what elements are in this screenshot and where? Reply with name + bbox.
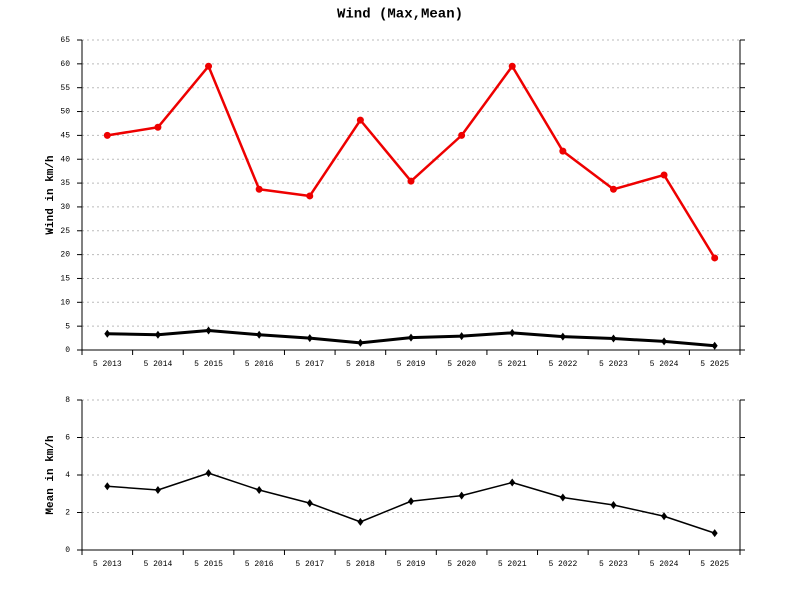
- y-tick-label: 40: [60, 155, 70, 164]
- x-tick-label: 5 2016: [245, 560, 274, 569]
- point: [154, 486, 161, 494]
- x-tick-label: 5 2023: [599, 560, 628, 569]
- x-tick-label: 5 2018: [346, 560, 375, 569]
- x-tick-label: 5 2014: [144, 360, 173, 369]
- x-tick-label: 5 2024: [650, 360, 679, 369]
- y-tick-label: 0: [65, 346, 70, 355]
- y-tick-label: 50: [60, 108, 70, 117]
- y-tick-label: 6: [65, 434, 70, 443]
- x-tick-label: 5 2019: [397, 560, 426, 569]
- y-tick-label: 35: [60, 179, 70, 188]
- x-tick-label: 5 2021: [498, 560, 527, 569]
- point: [610, 501, 617, 509]
- point: [458, 491, 465, 500]
- point: [408, 497, 414, 506]
- x-tick-label: 5 2021: [498, 360, 527, 369]
- point: [609, 185, 617, 193]
- point: [559, 332, 566, 341]
- x-tick-label: 5 2015: [194, 360, 223, 369]
- y-axis-label: Wind in km/h: [45, 155, 57, 234]
- point: [509, 328, 516, 337]
- x-tick-label: 5 2018: [346, 360, 375, 369]
- point: [154, 123, 162, 131]
- y-tick-label: 65: [60, 36, 70, 45]
- y-tick-label: 10: [60, 298, 70, 307]
- y-tick-label: 8: [65, 396, 70, 405]
- x-tick-label: 5 2022: [548, 360, 577, 369]
- point: [711, 529, 718, 538]
- point: [306, 192, 314, 200]
- chart-title: Wind (Max,Mean): [337, 7, 463, 23]
- point: [356, 116, 364, 124]
- y-tick-label: 0: [65, 546, 70, 555]
- x-tick-label: 5 2013: [93, 560, 122, 569]
- y-tick-label: 45: [60, 131, 70, 140]
- y-tick-label: 60: [60, 60, 70, 69]
- y-tick-label: 15: [60, 275, 70, 284]
- y-tick-label: 25: [60, 227, 70, 236]
- y-tick-label: 30: [60, 203, 70, 212]
- point: [408, 333, 414, 342]
- point: [661, 512, 668, 521]
- point: [458, 131, 466, 139]
- x-tick-label: 5 2016: [245, 360, 274, 369]
- y-tick-label: 55: [60, 84, 70, 93]
- point: [205, 326, 212, 335]
- y-tick-label: 2: [65, 509, 70, 518]
- point: [357, 517, 364, 526]
- x-tick-label: 5 2015: [194, 560, 223, 569]
- y-tick-label: 5: [65, 322, 70, 331]
- point: [256, 330, 263, 339]
- x-tick-label: 5 2017: [295, 560, 324, 569]
- point: [104, 482, 111, 491]
- point: [256, 486, 263, 494]
- x-tick-label: 5 2014: [144, 560, 173, 569]
- x-tick-label: 5 2025: [700, 560, 729, 569]
- y-axis-label: Mean in km/h: [45, 435, 57, 514]
- point: [205, 62, 213, 70]
- point: [458, 332, 465, 341]
- point: [407, 177, 415, 185]
- point: [661, 337, 668, 346]
- point: [306, 334, 313, 343]
- point: [103, 131, 111, 139]
- y-tick-label: 4: [65, 471, 70, 480]
- x-tick-label: 5 2020: [447, 360, 476, 369]
- point: [508, 62, 516, 70]
- point: [660, 171, 668, 179]
- point: [306, 499, 313, 508]
- point: [509, 478, 516, 487]
- point: [711, 254, 719, 262]
- x-tick-label: 5 2022: [548, 560, 577, 569]
- x-tick-label: 5 2020: [447, 560, 476, 569]
- point: [205, 469, 212, 478]
- series-line: [107, 64, 716, 259]
- point: [357, 338, 364, 347]
- x-tick-label: 5 2024: [650, 560, 679, 569]
- x-tick-label: 5 2023: [599, 360, 628, 369]
- point: [104, 329, 111, 338]
- point: [255, 185, 263, 193]
- x-tick-label: 5 2025: [700, 360, 729, 369]
- point: [610, 334, 617, 343]
- x-tick-label: 5 2017: [295, 360, 324, 369]
- point: [559, 147, 567, 155]
- x-tick-label: 5 2019: [397, 360, 426, 369]
- x-tick-label: 5 2013: [93, 360, 122, 369]
- point: [711, 341, 718, 350]
- point: [559, 493, 566, 502]
- y-tick-label: 20: [60, 251, 70, 260]
- point: [154, 330, 161, 339]
